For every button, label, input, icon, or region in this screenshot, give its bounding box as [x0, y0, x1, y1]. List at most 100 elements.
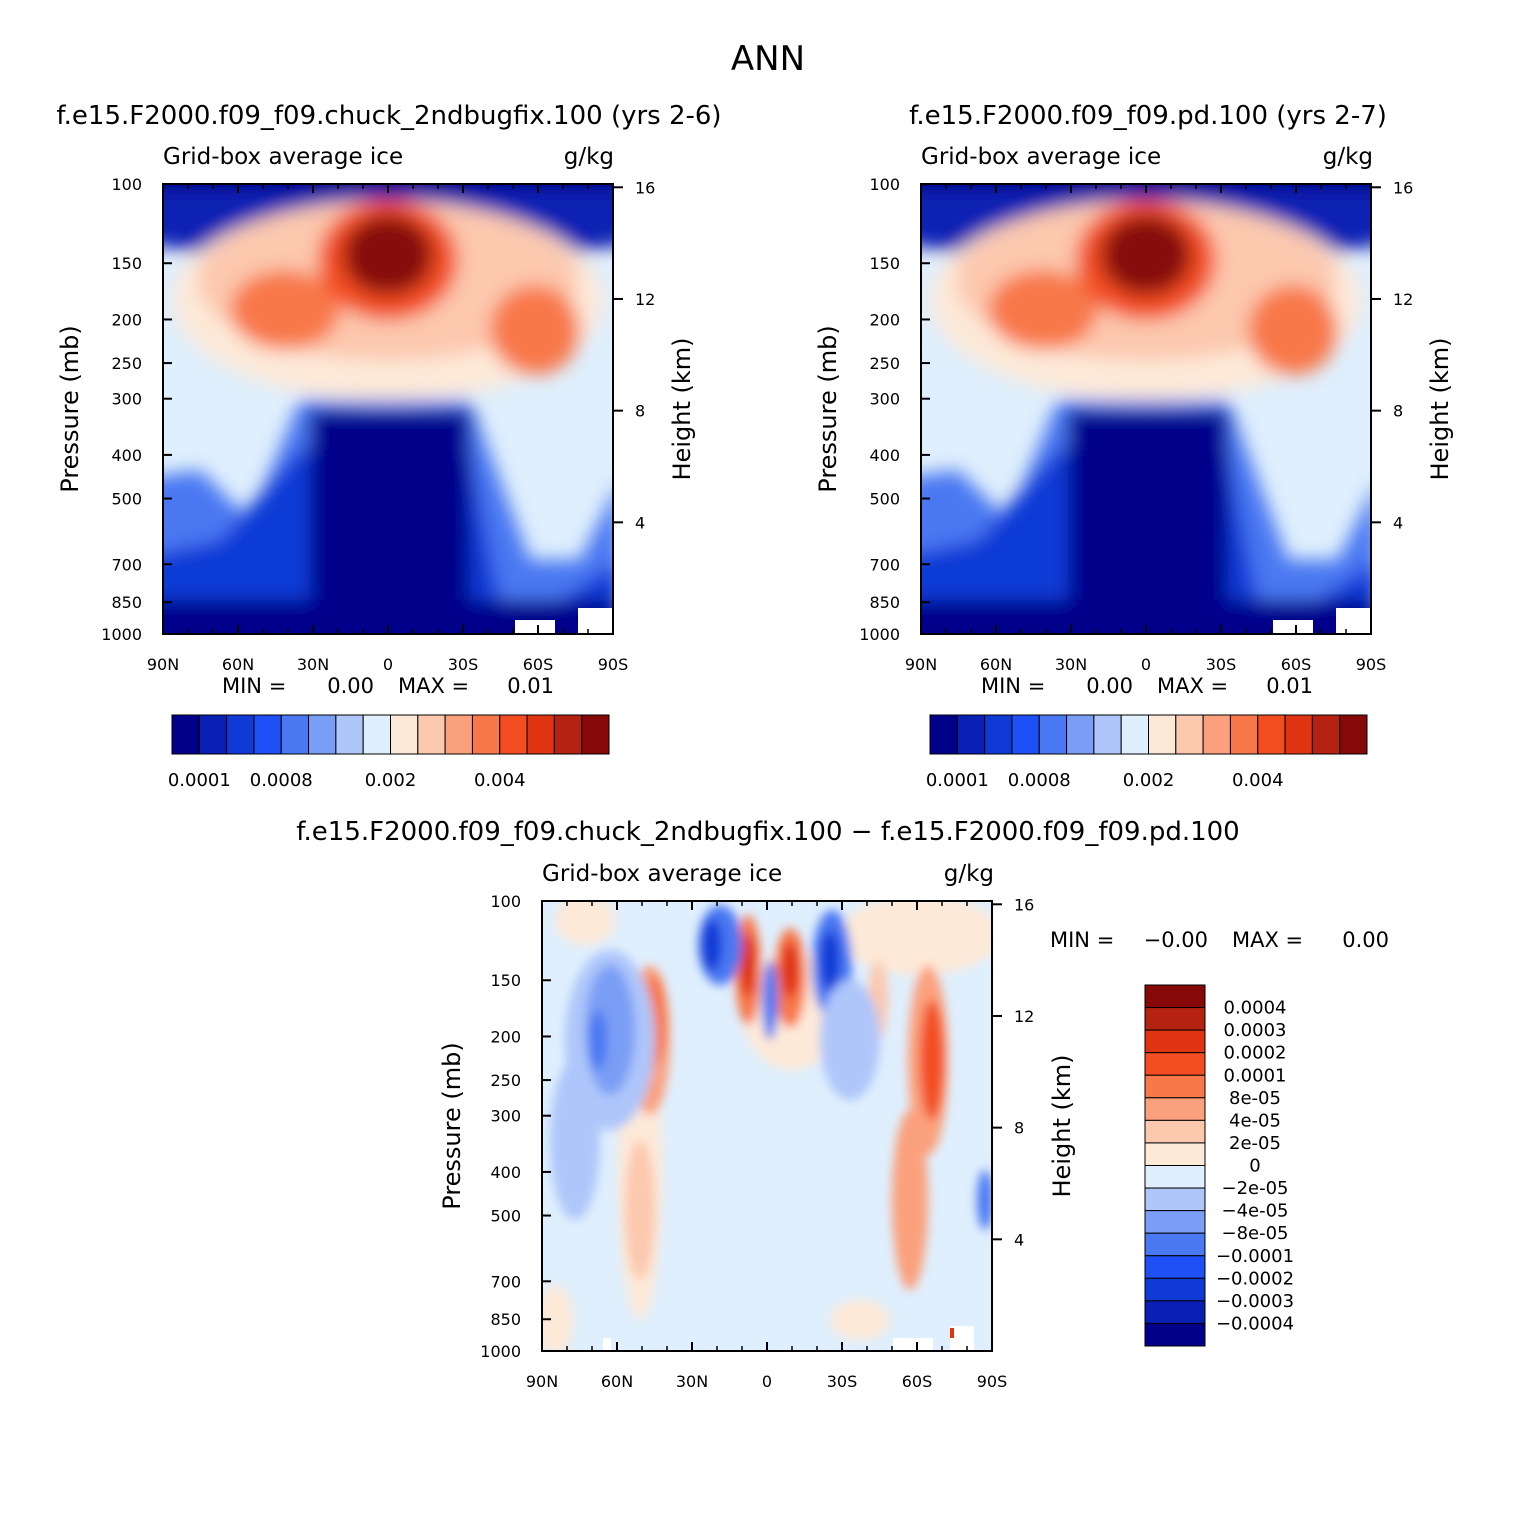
colorbar-label: −8e-05 — [1221, 1223, 1288, 1244]
y-axis-label: Pressure (mb) — [438, 1042, 466, 1209]
colorbar-swatch — [280, 714, 310, 755]
x-tick-label: 90N — [905, 655, 937, 674]
y-tick-label: 700 — [869, 555, 900, 574]
colorbar-swatch — [417, 714, 446, 755]
colorbar-swatch — [1144, 1165, 1206, 1189]
colorbar-swatch — [984, 714, 1013, 755]
colorbar-swatch — [1066, 714, 1095, 755]
colorbar-swatch — [1144, 1074, 1206, 1099]
min-label: MIN = — [1050, 928, 1114, 952]
y-axis-label-right: Height (km) — [1048, 1055, 1076, 1198]
y-right-tick-label: 12 — [1014, 1007, 1034, 1026]
x-tick-label: 90S — [1356, 655, 1387, 674]
y-axis-label-right: Height (km) — [668, 338, 696, 481]
y-right-tick-label: 12 — [635, 290, 655, 309]
colorbar-swatch — [1144, 1277, 1206, 1302]
max-label: MAX = — [398, 674, 469, 698]
axes: 90N 60N 30N 0 30S 60S 90S 100 150 200 250 300 400 500… — [859, 175, 1413, 674]
colorbar-swatch — [226, 714, 255, 755]
y-tick-label: 700 — [490, 1272, 521, 1291]
colorbar-label: −0.0002 — [1216, 1268, 1294, 1289]
colorbar-swatch — [526, 714, 555, 755]
max-value: 0.00 — [1342, 928, 1389, 952]
colorbar-label: 4e-05 — [1229, 1110, 1281, 1131]
panel-units: g/kg — [944, 861, 994, 887]
colorbar-label: 0.004 — [1232, 770, 1284, 791]
colorbar-label: 0 — [1249, 1156, 1260, 1177]
y-tick-label: 1000 — [859, 625, 900, 644]
y-tick-label: 100 — [869, 175, 900, 194]
y-tick-label: 400 — [490, 1163, 521, 1182]
min-value: 0.00 — [1086, 674, 1133, 698]
colorbar-swatch — [1093, 714, 1122, 755]
colorbar-swatch — [1144, 1187, 1206, 1212]
x-tick-label: 90N — [147, 655, 179, 674]
colorbar-label: 0.0004 — [1224, 998, 1287, 1019]
x-tick-label: 30S — [1206, 655, 1237, 674]
colorbar-swatch — [1144, 1007, 1206, 1031]
y-axis-label: Pressure (mb) — [56, 325, 84, 492]
panel-subtitle-left: Grid-box average ice — [542, 861, 782, 887]
y-tick-label: 1000 — [101, 625, 142, 644]
y-tick-label: 700 — [111, 555, 142, 574]
colorbar-swatch — [1144, 1142, 1206, 1166]
x-tick-label: 90S — [977, 1372, 1008, 1391]
y-right-tick-label: 16 — [1014, 895, 1034, 914]
colorbar-swatch — [1257, 714, 1286, 755]
colorbar-swatch — [1144, 1322, 1206, 1347]
y-tick-label: 150 — [869, 254, 900, 273]
colorbar-label: 0.004 — [474, 770, 526, 791]
colorbar-label: −0.0001 — [1216, 1246, 1294, 1267]
panel-control: f.e15.F2000.f09_f09.chuck_2ndbugfix.100 … — [56, 101, 722, 791]
min-label: MIN = — [981, 674, 1045, 698]
y-tick-label: 500 — [490, 1207, 521, 1226]
colorbar-swatch — [171, 714, 200, 755]
colorbar-swatch — [1284, 714, 1313, 755]
y-tick-label: 500 — [111, 490, 142, 509]
y-right-tick-label: 4 — [1393, 513, 1403, 532]
y-right-tick-label: 8 — [1014, 1119, 1024, 1138]
contour-field — [921, 184, 1371, 634]
colorbar-label: −0.0003 — [1216, 1291, 1294, 1312]
colorbar-label: 8e-05 — [1229, 1088, 1281, 1109]
min-value: 0.00 — [327, 674, 374, 698]
colorbar-label: −4e-05 — [1221, 1201, 1288, 1222]
colorbar-swatch — [1229, 714, 1259, 755]
colorbar-swatch — [1144, 1210, 1206, 1234]
y-tick-label: 200 — [111, 310, 142, 329]
y-right-tick-label: 4 — [635, 513, 645, 532]
max-value: 0.01 — [507, 674, 554, 698]
x-tick-label: 0 — [383, 655, 393, 674]
colorbar-swatch — [1011, 714, 1040, 755]
x-tick-label: 60S — [902, 1372, 933, 1391]
y-tick-label: 250 — [869, 354, 900, 373]
colorbar-label: 0.0001 — [1224, 1065, 1287, 1086]
y-tick-label: 300 — [111, 390, 142, 409]
y-tick-label: 500 — [869, 490, 900, 509]
colorbar-swatch — [581, 714, 610, 755]
colorbar-swatch — [1339, 714, 1368, 755]
max-label: MAX = — [1157, 674, 1228, 698]
y-tick-label: 100 — [490, 892, 521, 911]
y-tick-label: 250 — [111, 354, 142, 373]
colorbar-swatch — [1144, 1097, 1206, 1121]
y-right-tick-label: 4 — [1014, 1230, 1024, 1249]
colorbar-swatch — [1311, 714, 1341, 755]
colorbar-label: 0.002 — [365, 770, 417, 791]
panel-difference: f.e15.F2000.f09_f09.chuck_2ndbugfix.100 … — [296, 817, 1389, 1391]
colorbar: 0.0001 0.0008 0.002 0.004 — [926, 714, 1368, 791]
colorbar-swatch — [1202, 714, 1231, 755]
colorbar-swatch — [1144, 1232, 1206, 1257]
colorbar-label: 0.0003 — [1224, 1020, 1287, 1041]
colorbar-label: 2e-05 — [1229, 1133, 1281, 1154]
colorbar-swatch — [1144, 1300, 1206, 1324]
colorbar-label: 0.0008 — [250, 770, 313, 791]
colorbar-swatch — [1144, 1255, 1206, 1279]
colorbar: 0.0001 0.0008 0.002 0.004 — [168, 714, 610, 791]
colorbar-swatch — [198, 714, 228, 755]
colorbar-swatch — [553, 714, 583, 755]
colorbar-swatch — [1144, 1052, 1206, 1076]
x-tick-label: 60N — [222, 655, 254, 674]
y-tick-label: 850 — [111, 593, 142, 612]
colorbar-swatch — [1144, 984, 1206, 1009]
